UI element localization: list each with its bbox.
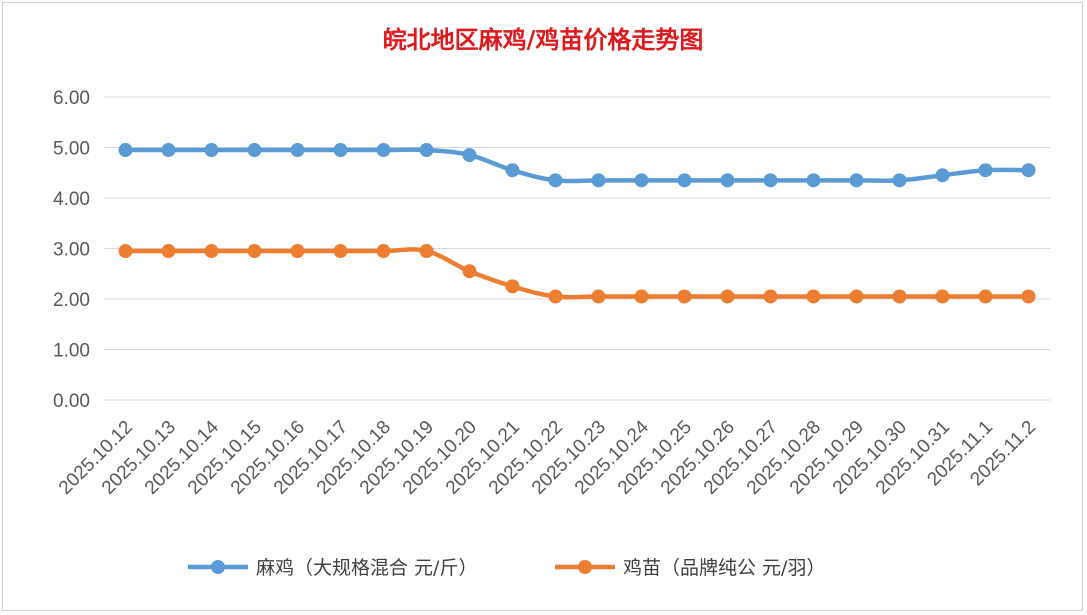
data-point <box>892 173 907 188</box>
legend-label: 麻鸡（大规格混合 元/斤） <box>256 557 477 579</box>
data-point <box>118 244 133 259</box>
data-point <box>1021 163 1036 178</box>
y-tick-label: 6.00 <box>53 88 90 109</box>
data-point <box>505 163 520 178</box>
data-point <box>548 289 563 304</box>
data-point <box>204 244 219 259</box>
series-line <box>125 247 1029 300</box>
data-point <box>591 173 606 188</box>
data-point <box>849 289 864 304</box>
series-line <box>125 147 1029 184</box>
data-point <box>978 163 993 178</box>
gridlines <box>104 96 1050 401</box>
data-point <box>677 173 692 188</box>
chart-title: 皖北地区麻鸡/鸡苗价格走势图 <box>383 25 704 54</box>
series-2 <box>118 244 1036 304</box>
data-point <box>763 289 778 304</box>
legend-label: 鸡苗（品牌纯公 元/羽） <box>623 557 825 579</box>
data-point <box>161 143 176 158</box>
data-point <box>849 173 864 188</box>
data-point <box>419 143 434 158</box>
y-tick-label: 5.00 <box>53 139 90 160</box>
data-point <box>763 173 778 188</box>
data-point <box>247 143 262 158</box>
y-tick-label: 3.00 <box>53 240 90 261</box>
legend-item-1: 麻鸡（大规格混合 元/斤） <box>188 557 477 579</box>
legend-marker <box>578 560 592 574</box>
data-point <box>634 289 649 304</box>
data-point <box>118 143 133 158</box>
data-point <box>161 244 176 259</box>
y-tick-label: 1.00 <box>53 341 90 362</box>
data-point <box>720 173 735 188</box>
y-tick-label: 4.00 <box>53 189 90 210</box>
series-group <box>118 143 1036 304</box>
data-point <box>333 244 348 259</box>
data-point <box>806 173 821 188</box>
data-point <box>591 289 606 304</box>
y-tick-label: 0.00 <box>53 391 90 412</box>
data-point <box>290 143 305 158</box>
data-point <box>892 289 907 304</box>
legend-item-2: 鸡苗（品牌纯公 元/羽） <box>555 557 825 579</box>
data-point <box>376 244 391 259</box>
data-point <box>333 143 348 158</box>
legend: 麻鸡（大规格混合 元/斤） 鸡苗（品牌纯公 元/羽） <box>188 557 825 579</box>
data-point <box>419 244 434 259</box>
x-axis-ticks: 2025.10.122025.10.132025.10.142025.10.15… <box>55 416 1040 498</box>
data-point <box>806 289 821 304</box>
data-point <box>290 244 305 259</box>
data-point <box>247 244 262 259</box>
data-point <box>1021 289 1036 304</box>
data-point <box>677 289 692 304</box>
data-point <box>720 289 735 304</box>
data-point <box>204 143 219 158</box>
data-point <box>634 173 649 188</box>
data-point <box>935 168 950 183</box>
data-point <box>505 279 520 294</box>
data-point <box>935 289 950 304</box>
data-point <box>462 148 477 163</box>
data-point <box>376 143 391 158</box>
data-point <box>548 173 563 188</box>
legend-marker <box>211 560 225 574</box>
data-point <box>462 264 477 279</box>
y-tick-label: 2.00 <box>53 290 90 311</box>
y-axis-ticks: 0.00 1.00 2.00 3.00 4.00 5.00 6.00 <box>53 88 90 412</box>
series-1 <box>118 143 1036 188</box>
data-point <box>978 289 993 304</box>
